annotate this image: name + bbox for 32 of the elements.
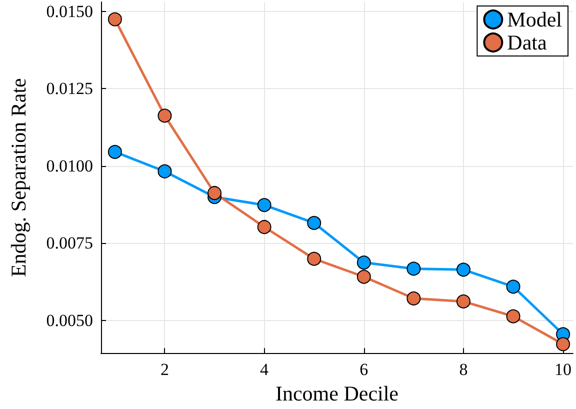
x-tick-label: 2 [160, 360, 169, 380]
point [456, 294, 470, 308]
x-tick-label: 6 [360, 360, 368, 380]
point [506, 309, 520, 324]
y-tick-label: 0.0100 [46, 156, 93, 176]
y-tick-label: 0.0075 [46, 234, 93, 253]
x-tick-label: 8 [459, 360, 468, 380]
point [556, 337, 570, 352]
y-axis-title: Endog. Separation Rate [6, 78, 30, 277]
legend-label: Model [507, 8, 562, 32]
point [506, 280, 520, 294]
point [158, 108, 172, 123]
x-axis-title: Income Decile [275, 382, 399, 406]
point [356, 270, 371, 284]
point [108, 12, 122, 26]
point [108, 144, 122, 159]
point [208, 186, 222, 200]
point [158, 164, 172, 178]
y-tick-label: 0.0150 [46, 2, 93, 21]
x-tick-label: 10 [554, 360, 572, 380]
point [307, 216, 322, 230]
point [356, 256, 371, 270]
y-tick-label: 0.0050 [46, 310, 93, 330]
y-tick-label: 0.0125 [46, 79, 93, 98]
point [406, 291, 421, 306]
point [257, 220, 272, 234]
point [257, 198, 272, 212]
point [307, 252, 322, 266]
x-tick-label: 4 [260, 360, 270, 380]
point [456, 262, 470, 277]
legend-label: Data [507, 30, 548, 54]
point [406, 262, 421, 276]
